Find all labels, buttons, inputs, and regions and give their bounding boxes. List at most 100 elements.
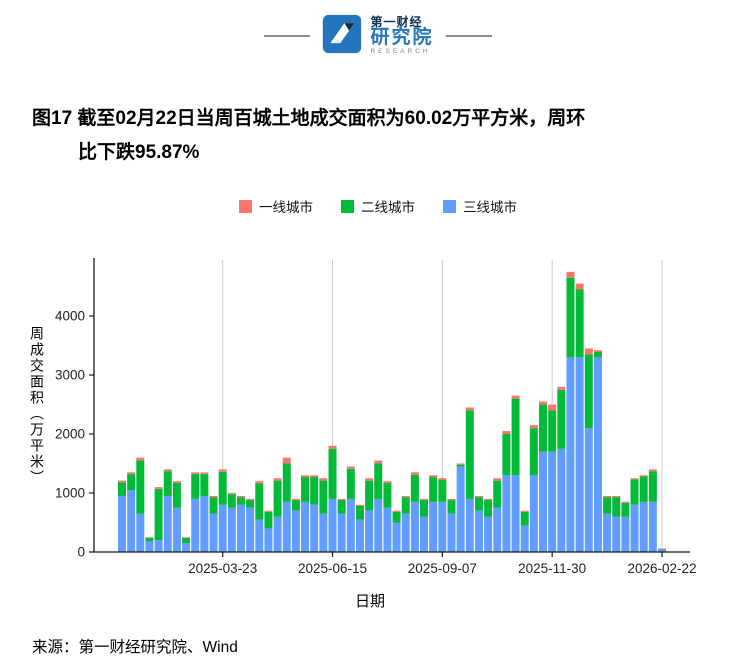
logo-header: 第一财经 研究院 RESEARCH — [0, 0, 756, 62]
bar-segment — [310, 475, 319, 478]
brand-name-top: 第一财经 — [370, 14, 423, 29]
bar-segment — [648, 502, 657, 553]
bar-segment — [520, 525, 529, 553]
bar-segment — [191, 472, 200, 475]
bar-segment — [246, 499, 255, 501]
bar-segment — [346, 469, 355, 500]
bar-segment — [566, 357, 575, 553]
bar-segment — [172, 508, 181, 553]
bar-segment — [456, 465, 465, 467]
bar-segment — [346, 466, 355, 470]
bar-segment — [145, 541, 154, 553]
bar-segment — [273, 516, 282, 553]
bar-segment — [136, 457, 145, 461]
bar-segment — [209, 496, 218, 498]
brand-logo: 第一财经 研究院 RESEARCH — [322, 14, 433, 59]
bar-segment — [429, 475, 438, 478]
bar-segment — [218, 505, 227, 553]
x-tick-label: 2025-09-07 — [408, 561, 477, 576]
bar-segment — [355, 505, 364, 507]
bar-segment — [502, 434, 511, 476]
bar-segment — [420, 499, 429, 501]
bar-segment — [630, 479, 639, 506]
chart-area: 周成交面积（万平米） 0 1000 2000 3000 4000 2025-03-23 20… — [26, 252, 756, 590]
bar-segment — [603, 497, 612, 515]
bar-segment — [392, 511, 401, 513]
bar-segment — [182, 538, 191, 544]
bar-segment — [236, 497, 245, 506]
bar-segment — [328, 446, 337, 450]
legend-label-tier2: 二线城市 — [361, 200, 415, 216]
bar-segment — [420, 500, 429, 517]
bar-segment — [246, 508, 255, 553]
bar-segment — [136, 460, 145, 515]
legend-swatch-tier3 — [443, 199, 456, 213]
bar-segment — [648, 469, 657, 472]
bar-segment — [410, 502, 419, 553]
y-tick-label: 0 — [77, 545, 85, 560]
bar-segment — [200, 474, 209, 497]
bar-segment — [493, 480, 502, 509]
bar-segment — [227, 508, 236, 553]
bar-segment — [291, 500, 300, 512]
brand-logo-icon — [322, 14, 362, 59]
bar-segment — [584, 348, 593, 355]
bar-segment — [182, 543, 191, 553]
bar-segment — [310, 477, 319, 506]
bar-segment — [346, 499, 355, 553]
bar-segment — [136, 514, 145, 553]
figure-title-line1: 图17 截至02月22日当周百城土地成交面积为60.02万平方米，周环 — [32, 108, 586, 129]
y-tick-label: 1000 — [55, 486, 85, 501]
x-tick-label: 2025-03-23 — [188, 561, 257, 576]
bar-segment — [264, 512, 273, 529]
bar-segment — [328, 499, 337, 553]
bar-segment — [301, 477, 310, 503]
bar-segment — [648, 471, 657, 503]
bar-segment — [474, 497, 483, 512]
bar-segment — [355, 506, 364, 520]
bar-segment — [465, 410, 474, 500]
bar-segment — [575, 357, 584, 553]
bar-segment — [154, 489, 163, 541]
bar-segment — [291, 511, 300, 553]
bar-segment — [401, 514, 410, 553]
bar-segment — [172, 481, 181, 484]
bar-segment — [310, 505, 319, 553]
bar-segment — [520, 512, 529, 526]
bar-segment — [548, 410, 557, 453]
bar-segment — [374, 460, 383, 464]
bar-segment — [191, 499, 200, 553]
bar-segment — [401, 496, 410, 498]
x-axis-title: 日期 — [354, 593, 385, 611]
bar-segment — [401, 497, 410, 515]
bar-segment — [557, 449, 566, 553]
legend-item-tier3: 三线城市 — [443, 196, 517, 216]
bar-segment — [438, 480, 447, 503]
bar-segment — [658, 548, 666, 550]
bar-segment — [273, 478, 282, 481]
bar-segment — [355, 519, 364, 553]
bar-segment — [447, 499, 456, 501]
bar-segment — [548, 452, 557, 553]
bar-segment — [154, 487, 163, 490]
bar-segment — [529, 428, 538, 476]
bar-segment — [282, 502, 291, 553]
bar-segment — [621, 502, 630, 504]
bar-segment — [172, 483, 181, 509]
bar-segment — [484, 500, 493, 517]
bar-segment — [566, 278, 575, 358]
bar-segment — [145, 538, 154, 542]
bar-segment — [145, 537, 154, 539]
bar-segment — [429, 502, 438, 553]
bar-segment — [154, 540, 163, 553]
bar-segment — [493, 478, 502, 481]
bar-segment — [282, 463, 291, 503]
bar-segment — [282, 457, 291, 464]
bar-segment — [301, 502, 310, 553]
bar-segment — [328, 449, 337, 500]
bar-segment — [127, 474, 136, 491]
bar-segment — [273, 480, 282, 517]
bar-segment — [301, 475, 310, 478]
bar-segment — [127, 490, 136, 553]
bar-segment — [374, 499, 383, 553]
